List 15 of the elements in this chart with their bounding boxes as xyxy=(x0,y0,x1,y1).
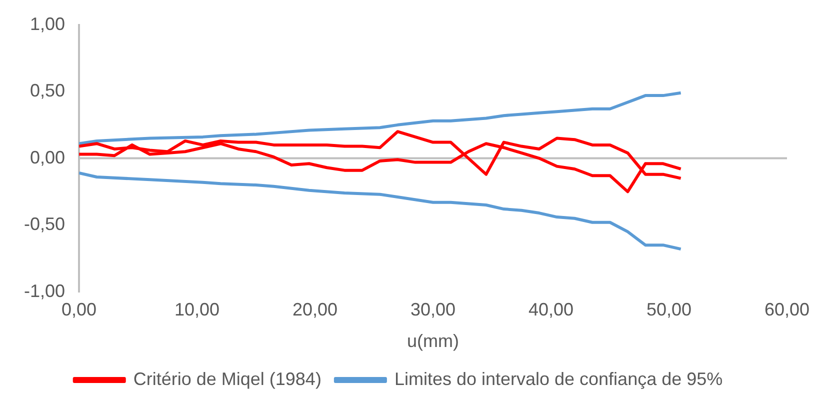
y-tick-label: -0,50 xyxy=(24,214,66,234)
y-tick-label: -1,00 xyxy=(24,280,66,301)
y-tick-label: 0,00 xyxy=(30,147,66,168)
x-tick-label: 30,00 xyxy=(410,300,456,320)
x-tick-label: 60,00 xyxy=(764,300,810,320)
x-axis-title: u(mm) xyxy=(407,331,460,352)
x-tick-label: 50,00 xyxy=(646,300,692,320)
x-tick-label: 40,00 xyxy=(528,300,574,320)
x-tick-label: 20,00 xyxy=(292,300,338,320)
legend-label: Limites do intervalo de confiança de 95% xyxy=(394,368,723,389)
legend-label: Critério de Miqel (1984) xyxy=(133,368,322,389)
y-tick-label: 1,00 xyxy=(30,14,66,34)
x-tick-label: 0,00 xyxy=(62,300,97,320)
x-tick-label: 10,00 xyxy=(174,300,220,320)
y-tick-label: 0,50 xyxy=(30,80,66,101)
